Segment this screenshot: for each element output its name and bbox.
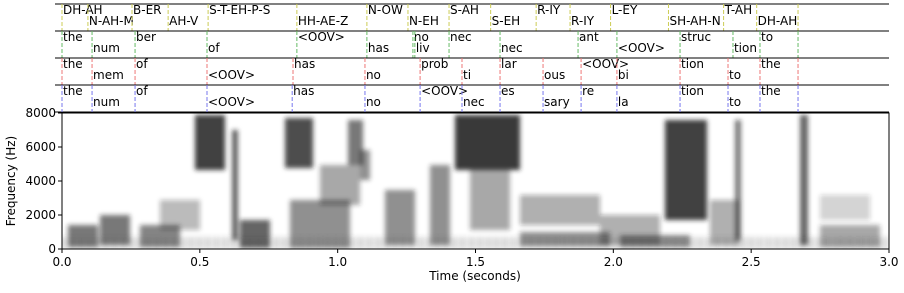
segment-label: R-IY: [571, 14, 595, 28]
segment-label: N-AH-M: [89, 14, 134, 28]
y-tick-label: 4000: [25, 174, 56, 188]
spectrogram-texture: [820, 225, 880, 247]
segment-label: no: [366, 68, 381, 82]
spectrogram-texture: [735, 120, 741, 240]
segment-label: ous: [544, 68, 565, 82]
spectrogram-texture: [285, 118, 313, 168]
x-tick-label: 1.0: [328, 255, 347, 269]
segment-label: ti: [463, 68, 471, 82]
spectrogram-texture: [360, 150, 370, 180]
segment-label: no: [366, 95, 381, 109]
x-tick-label: 1.5: [466, 255, 485, 269]
segment-label: <OOV>: [618, 41, 665, 55]
segment-label: es: [501, 84, 515, 98]
segment-label: la: [618, 95, 629, 109]
segment-label: nec: [450, 30, 472, 44]
spectrogram-texture: [520, 195, 600, 225]
segment-label: has: [293, 84, 314, 98]
segment-label: L-EY: [612, 3, 638, 17]
y-axis-label: Frequency (Hz): [4, 136, 18, 227]
segment-label: S-T-EH-P-S: [209, 3, 270, 17]
spectrogram-texture: [68, 225, 98, 247]
segment-label: SH-AH-N: [669, 14, 720, 28]
segment-label: AH-V: [169, 14, 199, 28]
segment-label: tion: [681, 84, 704, 98]
segment-label: re: [582, 84, 594, 98]
segment-label: prob: [421, 57, 448, 71]
segment-label: the: [63, 30, 83, 44]
x-axis-label: Time (seconds): [428, 269, 521, 283]
segment-label: tion: [681, 57, 704, 71]
segment-label: to: [729, 68, 741, 82]
spectrogram-texture: [195, 115, 225, 170]
segment-label: lar: [501, 57, 517, 71]
spectrogram-image: [62, 115, 888, 249]
x-tick-label: 0.5: [190, 255, 209, 269]
spectrogram-texture: [160, 200, 200, 230]
y-tick-label: 2000: [25, 208, 56, 222]
segment-label: N-EH: [409, 14, 439, 28]
segment-label: R-IY: [537, 3, 561, 17]
segment-label: of: [136, 57, 148, 71]
spectrogram-texture: [455, 115, 520, 170]
spectrogram-texture: [320, 165, 360, 205]
segment-label: DH-AH: [758, 14, 798, 28]
segment-label: <OOV>: [298, 30, 345, 44]
segment-label: of: [208, 41, 220, 55]
segment-label: nec: [501, 41, 523, 55]
x-tick-label: 2.0: [604, 255, 623, 269]
segment-label: <OOV>: [208, 68, 255, 82]
segment-label: <OOV>: [421, 84, 468, 98]
segment-label: the: [761, 57, 781, 71]
segment-label: the: [63, 84, 83, 98]
segment-label: the: [63, 57, 83, 71]
segment-label: HH-AE-Z: [298, 14, 348, 28]
segment-label: B-ER: [133, 3, 161, 17]
spectrogram-texture: [232, 130, 238, 240]
segment-label: bi: [618, 68, 629, 82]
segment-label: N-OW: [368, 3, 403, 17]
segment-label: num: [93, 95, 120, 109]
segment-label: of: [136, 84, 148, 98]
spectrogram-texture: [820, 195, 870, 220]
segment-label: nec: [463, 95, 485, 109]
segment-label: struc: [681, 30, 711, 44]
segment-label: tion: [734, 41, 757, 55]
spectrogram-texture: [348, 120, 363, 165]
x-tick-label: 0.0: [52, 255, 71, 269]
x-tick-label: 3.0: [879, 255, 898, 269]
segment-label: sary: [544, 95, 570, 109]
segment-label: S-EH: [492, 14, 521, 28]
y-tick-label: 8000: [25, 106, 56, 120]
segment-label: the: [761, 84, 781, 98]
segment-label: ant: [579, 30, 599, 44]
x-tick-label: 2.5: [742, 255, 761, 269]
spectrogram-texture: [665, 120, 707, 220]
y-tick-label: 6000: [25, 140, 56, 154]
segment-label: no: [414, 30, 429, 44]
segment-label: DH-AH: [63, 3, 103, 17]
segment-label: num: [93, 41, 120, 55]
spectrogram-texture: [800, 115, 808, 245]
segment-label: liv: [416, 41, 430, 55]
spectrogram-texture: [430, 165, 450, 245]
spectrogram-texture: [385, 190, 415, 245]
y-tick-label: 0: [48, 242, 56, 256]
segment-label: has: [368, 41, 389, 55]
segment-label: to: [761, 30, 773, 44]
segment-label: mem: [93, 68, 124, 82]
segment-label: S-AH: [450, 3, 479, 17]
segment-label: ber: [136, 30, 156, 44]
segment-label: to: [729, 95, 741, 109]
spectrogram-texture: [470, 170, 510, 230]
segment-label: T-AH: [724, 3, 753, 17]
segment-label: has: [294, 57, 315, 71]
segment-label: <OOV>: [208, 95, 255, 109]
